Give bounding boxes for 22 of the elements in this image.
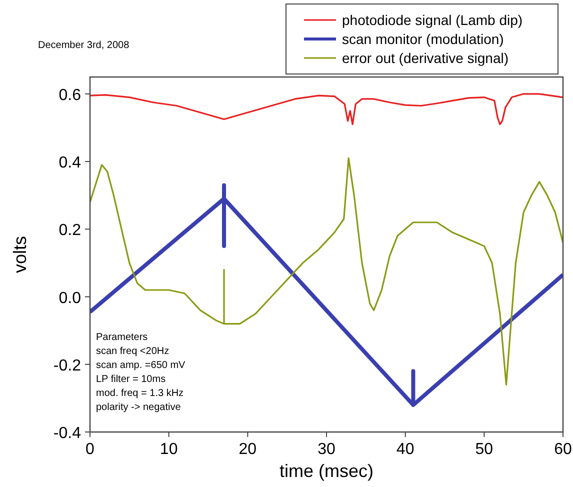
y-tick-label: -0.4 (53, 425, 82, 442)
legend-label: scan monitor (modulation) (342, 31, 504, 47)
legend-label: error out (derivative signal) (342, 50, 509, 66)
text: December 3rd, 2008 (38, 40, 130, 51)
y-tick-label: 0.4 (58, 154, 82, 172)
line-series (90, 93, 563, 126)
y-tick-label: 0.6 (58, 86, 82, 104)
x-tick-label: 10 (160, 441, 178, 458)
y-axis-title: volts (10, 236, 30, 274)
x-tick-label: 20 (238, 441, 257, 458)
legend-label: photodiode signal (Lamb dip) (342, 12, 523, 28)
x-tick-label: 60 (554, 441, 572, 458)
x-tick-label: 50 (475, 441, 494, 458)
y-tick-label: 0.0 (58, 290, 82, 307)
x-tick-label: 40 (396, 441, 414, 458)
annotation: Parameters scan freq <20Hz scan amp. =650 mV LP filter = 10ms mod. freq = 1.3 kHz polarity -> negative (96, 332, 186, 413)
y-tick-label: 0.2 (58, 222, 82, 240)
line-series (90, 157, 563, 386)
y-tick-label: -0.2 (53, 357, 82, 374)
x-tick-label: 0 (86, 441, 95, 458)
x-tick-label: 30 (318, 441, 336, 458)
x-axis-title: time (msec) (280, 461, 374, 481)
